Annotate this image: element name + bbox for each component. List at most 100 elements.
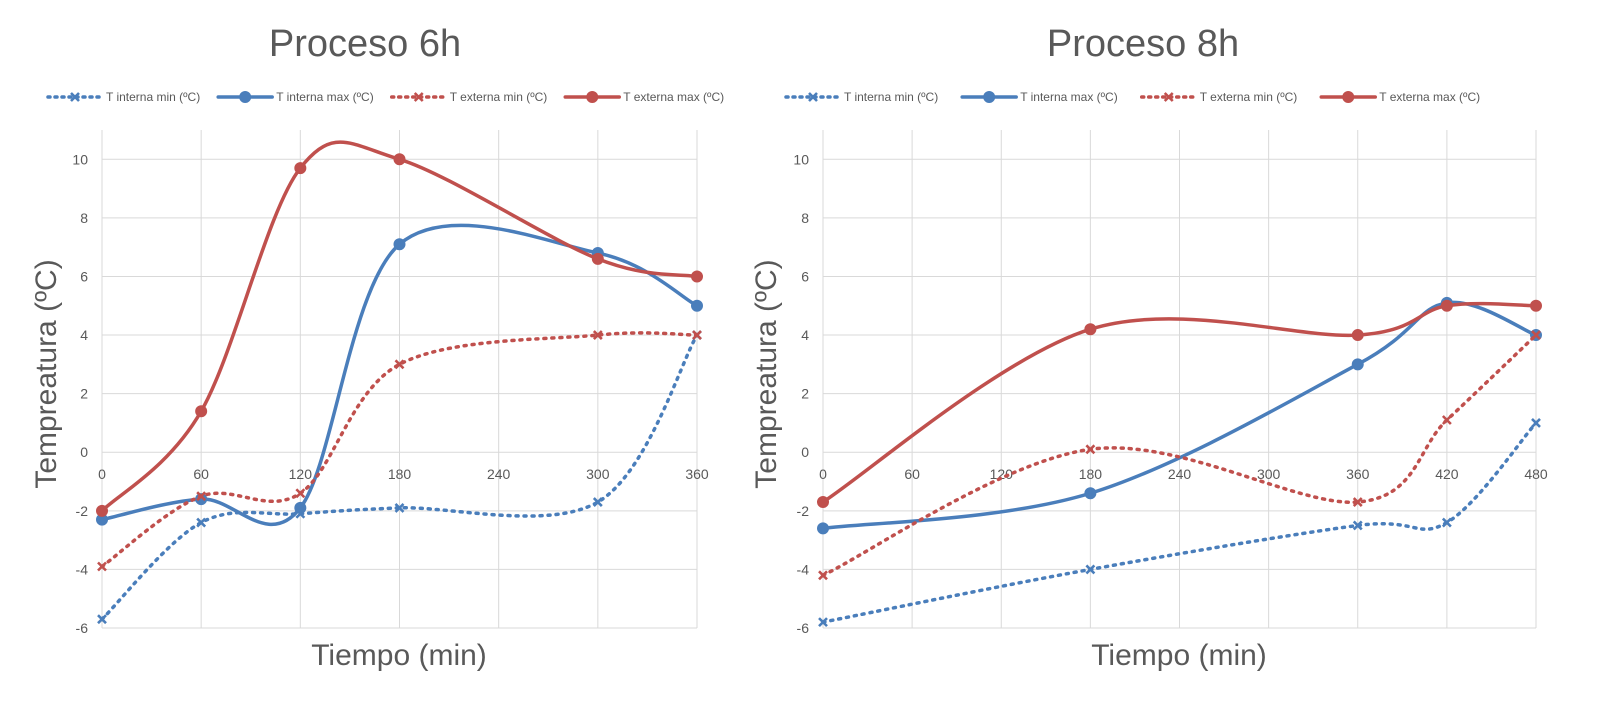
x-tick-label: 60 xyxy=(904,466,920,482)
y-tick-label: -2 xyxy=(797,503,810,519)
legend-marker xyxy=(1163,92,1174,102)
data-point xyxy=(1084,487,1097,500)
legend-item: T interna max (ºC) xyxy=(216,90,374,104)
x-tick-label: 180 xyxy=(1079,466,1103,482)
data-point xyxy=(1085,444,1096,455)
gridlines xyxy=(101,130,698,629)
legend-label: T interna max (ºC) xyxy=(276,90,374,104)
data-point xyxy=(97,561,107,572)
x-tick-label: 180 xyxy=(388,466,412,482)
series-4 xyxy=(96,140,703,517)
y-tick-label: 4 xyxy=(80,327,88,343)
x-tick-label: 420 xyxy=(1435,466,1459,482)
x-tick-label: 360 xyxy=(685,466,709,482)
data-point xyxy=(1351,329,1364,342)
y-tick-label: -6 xyxy=(76,620,89,636)
y-tick-label: 2 xyxy=(80,386,88,402)
legend-label: T externa max (ºC) xyxy=(1379,90,1480,104)
data-point xyxy=(591,252,604,265)
x-tick-label: 240 xyxy=(487,466,511,482)
series-line xyxy=(821,300,1538,531)
x-tick-label: 60 xyxy=(193,466,209,482)
x-tick-label: 360 xyxy=(1346,466,1370,482)
x-tick-label: 0 xyxy=(819,466,827,482)
data-point xyxy=(691,299,703,312)
data-point xyxy=(394,502,405,513)
data-point xyxy=(394,359,405,370)
y-tick-label: 10 xyxy=(793,151,809,167)
legend-item: T externa max (ºC) xyxy=(563,90,724,104)
data-point xyxy=(691,270,703,283)
data-point xyxy=(196,517,207,528)
x-tick-label: 480 xyxy=(1524,466,1548,482)
series-line xyxy=(821,421,1538,624)
series-line xyxy=(821,333,1538,578)
y-tick-label: 8 xyxy=(801,210,809,226)
y-tick-label: 0 xyxy=(80,444,88,460)
x-tick-label: 0 xyxy=(98,466,106,482)
y-tick-label: -2 xyxy=(76,503,89,519)
y-tick-label: 4 xyxy=(801,327,809,343)
y-axis-label: Tempreatura (ºC) xyxy=(30,259,63,488)
data-point xyxy=(1440,299,1453,312)
legend-label: T interna min (ºC) xyxy=(106,90,200,104)
x-axis-label: Tiempo (min) xyxy=(311,639,487,672)
legend-item: T interna max (ºC) xyxy=(960,90,1118,104)
data-point xyxy=(1352,520,1363,531)
data-point xyxy=(592,330,603,340)
data-point xyxy=(818,617,828,628)
legend-label: T externa min (ºC) xyxy=(1200,90,1298,104)
legend-item: T externa min (ºC) xyxy=(1139,90,1298,104)
series-line xyxy=(100,331,699,569)
data-point xyxy=(393,238,406,251)
y-tick-label: 6 xyxy=(801,268,809,284)
y-tick-label: -4 xyxy=(797,561,810,577)
x-axis-label: Tiempo (min) xyxy=(1091,639,1267,672)
x-tick-label: 300 xyxy=(1257,466,1281,482)
legend-marker xyxy=(586,91,599,103)
x-tick-label: 300 xyxy=(586,466,610,482)
series-4 xyxy=(817,299,1542,509)
legend: T interna min (ºC) T interna max (ºC) T ex… xyxy=(46,90,724,104)
x-tick-label: 120 xyxy=(990,466,1014,482)
data-point xyxy=(1530,299,1542,312)
data-point xyxy=(195,405,208,418)
legend-label: T interna min (ºC) xyxy=(844,90,938,104)
data-point xyxy=(1531,418,1541,428)
legend-marker xyxy=(983,91,996,103)
legend-marker xyxy=(70,92,80,102)
x-tick-label: 240 xyxy=(1168,466,1192,482)
legend-marker xyxy=(239,91,252,103)
legend-marker xyxy=(1342,91,1355,103)
y-tick-label: -4 xyxy=(76,561,89,577)
gridlines xyxy=(822,130,1537,629)
y-tick-label: 6 xyxy=(80,268,88,284)
x-tick-label: 120 xyxy=(289,466,313,482)
y-tick-label: 2 xyxy=(801,386,809,402)
legend-item: T interna min (ºC) xyxy=(46,90,200,104)
y-tick-label: -6 xyxy=(797,620,810,636)
data-point xyxy=(1441,517,1452,528)
chart-title: Proceso 6h xyxy=(269,23,461,65)
data-point xyxy=(817,496,829,509)
data-point xyxy=(1441,415,1452,425)
data-point xyxy=(818,570,828,581)
series-3 xyxy=(818,330,1541,581)
data-point xyxy=(393,153,406,166)
y-tick-label: 8 xyxy=(80,210,88,226)
legend-marker xyxy=(413,92,424,102)
data-point xyxy=(97,614,107,625)
y-tick-label: 0 xyxy=(801,444,809,460)
legend-marker xyxy=(808,92,818,102)
legend-label: T interna max (ºC) xyxy=(1020,90,1118,104)
data-point xyxy=(692,330,702,340)
data-point xyxy=(1351,358,1364,371)
data-point xyxy=(196,491,207,502)
y-tick-label: 10 xyxy=(72,151,88,167)
series-3 xyxy=(97,330,702,572)
data-point xyxy=(817,522,829,535)
data-point xyxy=(1531,330,1541,340)
chart-2: -6 -4 -2 0 2 4 6 8 10 0 60 120 180 240 300 360 420 480 Pro… xyxy=(750,23,1548,672)
chart-title: Proceso 8h xyxy=(1047,23,1239,65)
